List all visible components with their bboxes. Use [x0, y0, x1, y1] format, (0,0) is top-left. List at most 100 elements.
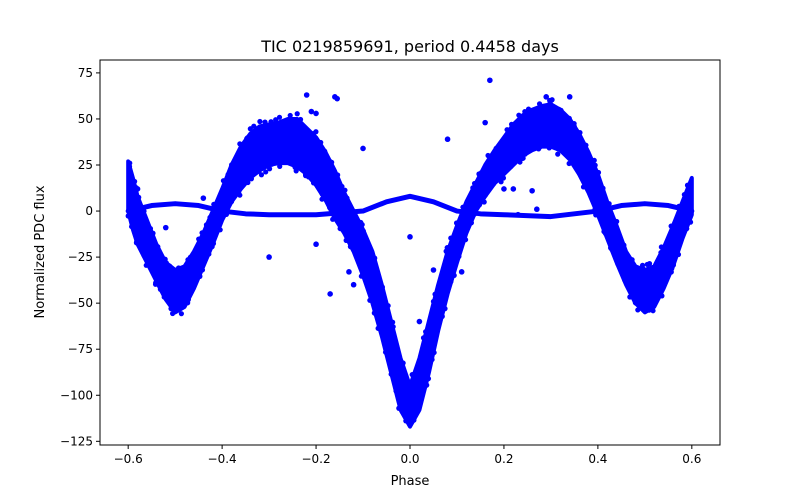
data-point: [658, 250, 664, 256]
data-point: [263, 169, 269, 175]
data-point: [411, 415, 417, 422]
data-point: [640, 266, 646, 272]
data-point: [595, 169, 602, 176]
data-point: [350, 281, 357, 288]
data-point: [458, 269, 465, 275]
data-point: [456, 253, 462, 260]
data-point: [207, 214, 213, 221]
data-point: [266, 254, 272, 260]
data-point: [168, 306, 174, 312]
data-point: [481, 199, 487, 205]
data-point: [390, 324, 396, 330]
x-tick-label: 0.6: [682, 452, 701, 466]
data-point: [327, 291, 333, 297]
y-tick-label: 25: [78, 158, 93, 172]
data-point: [361, 230, 367, 236]
x-axis: −0.6 −0.4 −0.2 0.0 0.2 0.4 0.6: [114, 445, 701, 466]
plot-area: [125, 77, 695, 429]
data-point: [170, 310, 176, 317]
data-point: [247, 126, 253, 132]
data-point: [566, 94, 573, 100]
data-point: [601, 228, 607, 235]
data-point: [470, 185, 476, 191]
data-point: [430, 298, 437, 305]
data-point: [313, 241, 319, 248]
data-point: [276, 114, 283, 120]
data-point: [319, 191, 325, 197]
data-point: [322, 148, 328, 154]
data-point: [162, 224, 169, 231]
data-point: [429, 356, 435, 363]
data-point: [468, 220, 474, 226]
data-point: [432, 291, 438, 297]
data-point: [134, 238, 140, 245]
data-point: [684, 226, 690, 232]
data-point: [244, 135, 250, 141]
data-point: [430, 267, 437, 273]
data-point: [577, 130, 583, 136]
data-point: [629, 257, 635, 263]
data-point: [343, 237, 349, 243]
data-point: [273, 117, 279, 123]
data-point: [501, 186, 507, 192]
data-point: [229, 162, 235, 168]
data-point: [549, 97, 555, 103]
data-point: [134, 186, 141, 192]
data-point: [147, 225, 154, 232]
data-point: [385, 303, 391, 309]
data-point: [520, 155, 526, 161]
data-point: [516, 112, 522, 118]
data-point: [329, 159, 335, 165]
data-point: [297, 116, 304, 123]
data-point: [444, 245, 450, 251]
data-point: [125, 213, 131, 219]
x-tick-label: 0.4: [588, 452, 607, 466]
data-point: [522, 108, 528, 115]
y-tick-label: 50: [78, 112, 93, 126]
data-point: [211, 201, 217, 208]
chart-title: TIC 0219859691, period 0.4458 days: [260, 37, 559, 56]
data-point: [658, 291, 664, 297]
data-point: [143, 262, 149, 268]
data-point: [536, 146, 542, 152]
data-point: [239, 183, 245, 189]
data-point: [177, 266, 183, 272]
data-point: [525, 106, 532, 112]
data-point: [305, 174, 312, 180]
data-point: [681, 191, 687, 198]
data-point: [346, 269, 352, 275]
data-point: [382, 349, 389, 355]
data-point: [330, 216, 336, 222]
data-point: [453, 220, 460, 226]
y-tick-label: 0: [85, 204, 93, 218]
data-point: [571, 123, 577, 129]
data-point: [658, 244, 664, 250]
data-point: [200, 195, 207, 201]
data-point: [262, 119, 268, 125]
data-point: [266, 166, 273, 172]
data-point: [379, 284, 385, 290]
data-point: [476, 171, 482, 177]
data-point: [500, 175, 507, 181]
data-point: [187, 254, 193, 260]
data-point: [493, 146, 499, 152]
data-point: [258, 172, 265, 178]
data-point: [163, 260, 169, 266]
data-point: [431, 349, 437, 356]
data-point: [423, 329, 429, 335]
data-point: [577, 171, 583, 177]
data-point: [199, 267, 206, 273]
data-point: [327, 205, 333, 211]
data-point: [504, 127, 510, 133]
data-point: [439, 313, 445, 319]
data-point: [360, 145, 366, 152]
data-point: [342, 187, 348, 193]
data-point: [371, 310, 377, 316]
data-point: [152, 281, 159, 287]
data-point: [303, 92, 310, 98]
data-point: [127, 160, 133, 166]
data-point: [670, 262, 677, 268]
data-point: [167, 263, 173, 269]
data-point: [451, 272, 457, 278]
data-point: [178, 311, 184, 317]
